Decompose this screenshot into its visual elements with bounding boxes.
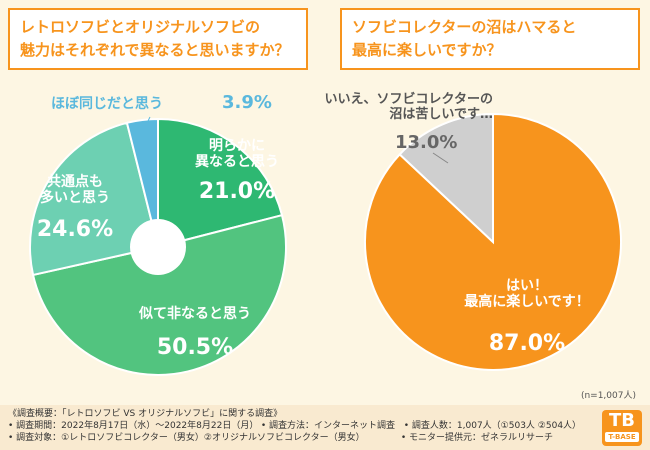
chart1-value-4: 3.9% <box>222 92 272 113</box>
chart1-value-2: 50.5% <box>157 335 233 360</box>
chart1-value-1: 21.0% <box>199 179 275 204</box>
chart2-title-line2: 最高に楽しいですか？ <box>352 41 502 59</box>
chart1-label-4: ほぼ同じだと思う <box>51 96 163 112</box>
logo-mark: TB <box>609 410 635 431</box>
chart1-label-1: 明らかに異なると思う <box>195 138 279 170</box>
chart1-slice-3 <box>29 121 160 277</box>
chart1-label-3: 共通点も多いと思う <box>40 173 110 206</box>
chart2-label-2: いいえ、ソフビコレクターの沼は苦しいです… <box>325 91 493 122</box>
chart1-leader-line <box>144 116 151 128</box>
chart2-slice-2 <box>398 112 494 245</box>
chart2-value-2: 13.0% <box>395 132 457 153</box>
chart1-slice-4 <box>125 117 159 248</box>
sample-size: (n=1,007人) <box>580 391 636 401</box>
chart1-title-line2: 魅力はそれぞれで異なると思いますか？ <box>20 41 290 59</box>
logo-text: T-BASE <box>605 432 639 442</box>
chart1-title: レトロソフビとオリジナルソフビの 魅力はそれぞれで異なると思いますか？ <box>8 8 308 70</box>
chart2-value-1: 87.0% <box>489 331 565 356</box>
footer-count: • 調査人数：1,007人（①503人 ②504人） <box>403 421 582 431</box>
chart1-donut-hole <box>130 219 186 275</box>
chart2-leader-line <box>432 152 449 164</box>
footer-target: • 調査対象：①レトロソフビコレクター（男女）②オリジナルソフビコレクター（男女… <box>8 433 365 443</box>
chart1-label-2: 似て非なると思う <box>138 305 251 322</box>
chart2-label-1: はい！最高に楽しいです！ <box>464 278 590 310</box>
charts-canvas: 明らかに異なると思う 21.0% 似て非なると思う 50.5% 共通点も多いと思う 24.… <box>29 91 622 376</box>
tbase-logo: TB T-BASE <box>602 410 642 446</box>
chart1-value-3: 24.6% <box>37 217 113 242</box>
chart1-title-line1: レトロソフビとオリジナルソフビの <box>20 18 261 36</box>
chart2-title: ソフビコレクターの沼はハマると 最高に楽しいですか？ <box>340 8 640 70</box>
footer-heading: 《調査概要：「レトロソフビ VS オリジナルソフビ」に関する調査》 <box>8 409 283 419</box>
survey-footer: 《調査概要：「レトロソフビ VS オリジナルソフビ」に関する調査》 • 調査期間… <box>0 405 650 450</box>
chart1-slice-1 <box>157 117 284 249</box>
footer-method: • 調査方法：インターネット調査 <box>260 421 396 431</box>
footer-period: • 調査期間：2022年8月17日（水）～2022年8月22日（月） <box>8 421 259 431</box>
footer-provider: • モニター提供元：ゼネラルリサーチ <box>400 433 554 443</box>
chart1-slice-2 <box>31 213 287 376</box>
chart2-title-line1: ソフビコレクターの沼はハマると <box>352 18 577 36</box>
